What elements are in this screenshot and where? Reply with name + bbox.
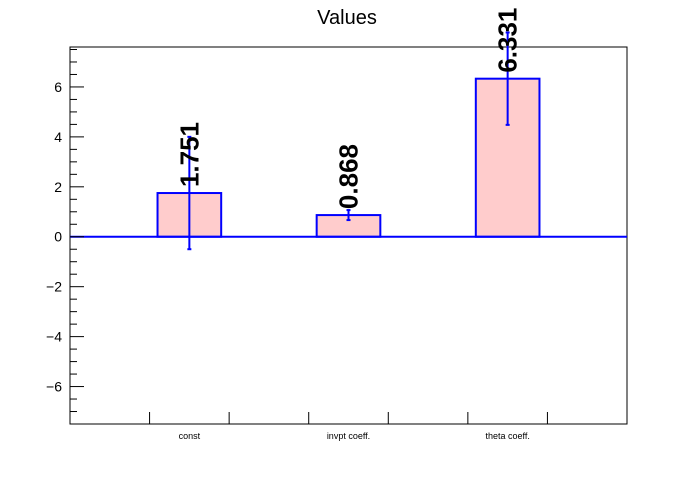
- value-labels-group: 1.751 0.868 6.331: [174, 8, 522, 209]
- y-tick-label: 2: [54, 179, 62, 195]
- y-tick-label: 4: [54, 129, 62, 145]
- y-tick-label: 0: [54, 229, 62, 245]
- plot-frame: [69, 46, 628, 425]
- y-tick-label: −2: [46, 279, 62, 295]
- y-tick-label: −6: [46, 379, 62, 395]
- x-tick-label: theta coeff.: [485, 431, 529, 441]
- x-tick-label: invpt coeff.: [327, 431, 370, 441]
- chart-title: Values: [317, 7, 377, 29]
- y-tick-label: 6: [54, 79, 62, 95]
- x-tick-label: const: [179, 431, 201, 441]
- y-axis: −6 −4 −2 0 2 4 6: [46, 48, 84, 425]
- x-axis: const invpt coeff. theta coeff.: [149, 412, 548, 441]
- error-bars-group: [187, 31, 510, 251]
- value-label-2: 6.331: [493, 8, 523, 73]
- value-label-1: 0.868: [334, 144, 364, 209]
- value-label-0: 1.751: [174, 122, 204, 187]
- y-tick-label: −4: [46, 329, 62, 345]
